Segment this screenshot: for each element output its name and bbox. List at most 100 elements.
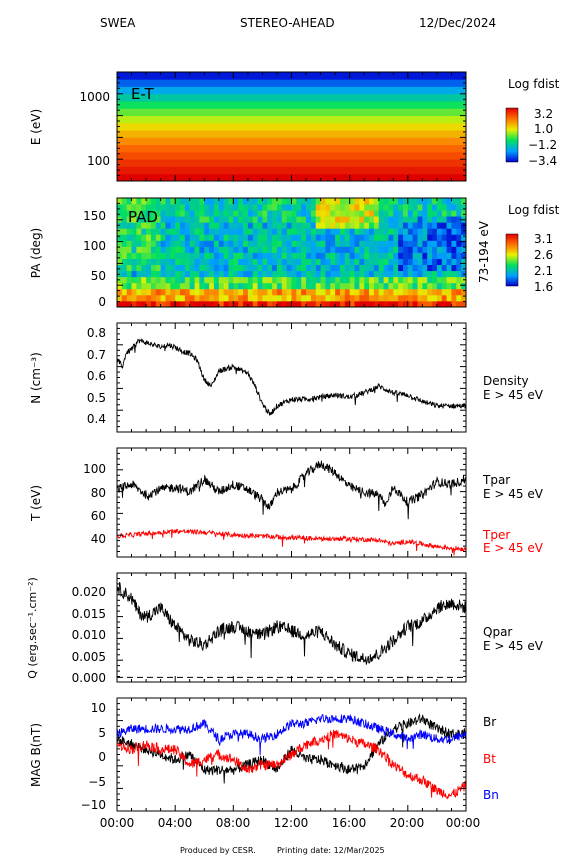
pad-cell xyxy=(136,234,142,241)
pad-cell xyxy=(136,288,142,296)
pad-cell xyxy=(402,222,409,229)
pad-cell xyxy=(359,246,365,253)
pad-cell xyxy=(427,222,433,229)
pad-cell xyxy=(388,228,394,235)
pad-cell xyxy=(136,222,142,229)
pad-cell xyxy=(170,264,176,272)
pad-cell xyxy=(170,222,176,229)
pad-cell xyxy=(407,258,414,266)
pad-cell xyxy=(267,300,273,308)
pad-cell xyxy=(209,300,215,308)
pad-cell xyxy=(257,288,263,296)
pad-cell xyxy=(213,258,220,266)
pad-cell xyxy=(199,258,205,266)
pad-cell xyxy=(252,288,258,296)
pad-cell xyxy=(320,252,326,259)
x-tick-label: 08:00 xyxy=(216,816,251,830)
pad-cell xyxy=(402,288,409,296)
pad-cell xyxy=(121,288,128,296)
pad-cell xyxy=(223,258,229,266)
pad-cell xyxy=(422,204,428,211)
pad-cell xyxy=(402,276,409,284)
pad-cell xyxy=(276,264,283,272)
pad-cell xyxy=(398,210,404,217)
pad-cell xyxy=(194,300,200,308)
pad-cell xyxy=(378,282,384,290)
pad-cell xyxy=(267,210,273,217)
pad-cell xyxy=(296,228,302,235)
pad-cell xyxy=(238,198,244,205)
pad-cell xyxy=(126,240,132,247)
pad-cell xyxy=(131,276,137,284)
y-tick-label: 0.8 xyxy=(87,326,106,340)
y-tick-label: 5 xyxy=(98,726,106,740)
pad-cell xyxy=(373,204,380,211)
pad-cell xyxy=(146,216,152,223)
pad-cell xyxy=(422,270,428,278)
pad-cell xyxy=(233,198,239,205)
pad-cell xyxy=(383,282,389,290)
pad-cell xyxy=(117,204,123,211)
pad-cell xyxy=(247,252,254,259)
x-tick-label: 00:00 xyxy=(100,816,135,830)
pad-cell xyxy=(262,294,268,302)
pad-cell xyxy=(330,234,336,241)
pad-cell xyxy=(209,246,215,253)
pad-cell xyxy=(407,234,414,241)
pad-cell xyxy=(238,264,244,272)
pad-cell xyxy=(117,210,123,217)
pad-cell xyxy=(228,288,234,296)
pad-cell xyxy=(126,282,132,290)
pad-cell xyxy=(383,240,389,247)
pad-cell xyxy=(422,198,428,205)
pad-cell xyxy=(126,222,132,229)
pad-cell xyxy=(199,222,205,229)
pad-cell xyxy=(276,240,283,247)
pad-cell xyxy=(199,204,205,211)
pad-cell xyxy=(398,204,404,211)
pad-cell xyxy=(359,294,365,302)
pad-cell xyxy=(339,240,346,247)
pad-cell xyxy=(204,270,210,278)
pad-cell xyxy=(223,198,229,205)
pad-cell xyxy=(150,210,157,217)
pad-cell xyxy=(209,234,215,241)
pad-cell xyxy=(339,300,346,308)
pad-cell xyxy=(276,210,283,217)
pad-cell xyxy=(150,228,157,235)
pad-cell xyxy=(417,264,423,272)
pad-cell xyxy=(291,288,297,296)
pad-cell xyxy=(117,240,123,247)
pad-cell xyxy=(131,210,137,217)
pad-cell xyxy=(165,234,171,241)
pad-cell xyxy=(209,276,215,284)
pad-cell xyxy=(354,276,360,284)
pad-cell xyxy=(117,234,123,241)
pad-cell xyxy=(180,198,186,205)
pad-cell xyxy=(262,252,268,259)
pad-cell xyxy=(436,240,443,247)
pad-cell xyxy=(160,294,166,302)
pad-cell xyxy=(373,276,380,284)
x-axis: 00:00 04:00 08:00 12:00 16:00 20:00 00:0… xyxy=(100,816,481,830)
pad-cell xyxy=(281,204,288,211)
pad-cell xyxy=(325,216,331,223)
pad-cell xyxy=(238,294,244,302)
pad-cell xyxy=(393,258,399,266)
pad-cell xyxy=(233,234,239,241)
pad-cell xyxy=(320,228,326,235)
panel-magnetic-field: 10 5 0 −5 −10 MAG B(nT) Br Bt Bn xyxy=(29,697,499,812)
pad-cell xyxy=(247,210,254,217)
energy-range-label: 73-194 eV xyxy=(477,220,491,283)
pad-cell xyxy=(310,288,317,296)
pad-cell xyxy=(349,258,355,266)
pad-cell xyxy=(286,228,292,235)
pad-cell xyxy=(330,264,336,272)
pad-cell xyxy=(233,210,239,217)
pad-cell xyxy=(441,210,448,217)
series-line-bn xyxy=(116,714,467,756)
pad-cell xyxy=(126,270,132,278)
pad-cell xyxy=(446,300,452,308)
pad-cell xyxy=(247,258,254,266)
pad-cell xyxy=(461,282,467,290)
